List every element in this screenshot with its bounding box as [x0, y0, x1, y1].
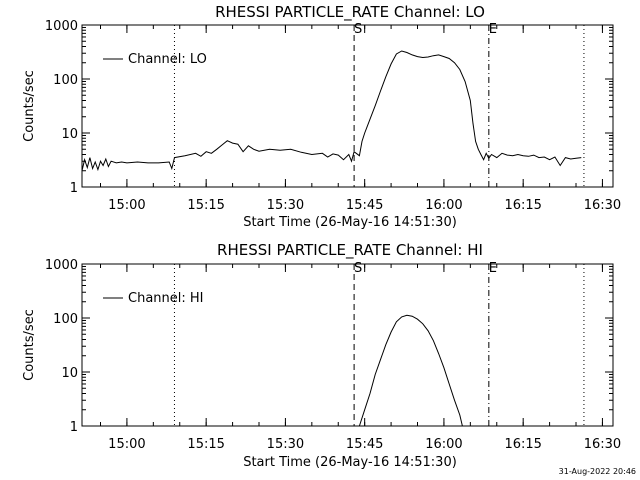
series-line-lo: [81, 50, 582, 172]
plot-frame-lo: [81, 24, 614, 188]
x-tick-label: 16:15: [504, 437, 541, 452]
x-tick-label: 15:00: [108, 437, 145, 452]
event-marker-label: S: [354, 22, 362, 37]
plot-timestamp: 31-Aug-2022 20:46: [559, 467, 636, 476]
y-tick-label: 1000: [45, 19, 78, 34]
plot-frame-hi: [81, 263, 614, 427]
chart-title-hi: RHESSI PARTICLE_RATE Channel: HI: [217, 241, 483, 260]
panel-hi: RHESSI PARTICLE_RATE Channel: HI Start T…: [22, 241, 621, 470]
y-axis-label-lo: Counts/sec: [22, 70, 37, 142]
x-tick-label: 15:15: [187, 198, 224, 213]
axis-ticks-hi: 15:00 15:15 15:30 15:45 16:00 16:15 16:30 1 10 10…: [45, 258, 621, 452]
event-marker-label: E: [489, 22, 497, 37]
x-tick-label: 16:00: [425, 437, 462, 452]
x-tick-label: 16:15: [504, 198, 541, 213]
x-tick-label: 15:15: [187, 437, 224, 452]
x-tick-label: 15:45: [346, 437, 383, 452]
y-tick-label: 100: [53, 73, 78, 88]
x-tick-label: 15:30: [267, 198, 304, 213]
panel-lo: RHESSI PARTICLE_RATE Channel: LO Start T…: [22, 3, 621, 230]
y-tick-label: 1000: [45, 258, 78, 273]
x-tick-label: 16:30: [584, 437, 621, 452]
legend-label-hi: Channel: HI: [128, 291, 204, 306]
x-tick-label: 15:45: [346, 198, 383, 213]
x-axis-label-lo: Start Time (26-May-16 14:51:30): [243, 215, 457, 230]
chart-title-lo: RHESSI PARTICLE_RATE Channel: LO: [215, 3, 485, 22]
axis-ticks-lo: 15:00 15:15 15:30 15:45 16:00 16:15 16:30 1 10 10…: [45, 19, 621, 213]
x-tick-label: 16:00: [425, 198, 462, 213]
y-tick-label: 1: [70, 181, 78, 196]
series-line-hi: [358, 314, 463, 427]
event-marker-label: S: [354, 261, 362, 276]
x-tick-label: 15:30: [267, 437, 304, 452]
x-tick-label: 16:30: [584, 198, 621, 213]
y-axis-label-hi: Counts/sec: [22, 309, 37, 381]
x-axis-label-hi: Start Time (26-May-16 14:51:30): [243, 455, 457, 470]
x-tick-label: 15:00: [108, 198, 145, 213]
y-tick-label: 10: [61, 127, 78, 142]
legend-label-lo: Channel: LO: [128, 52, 207, 67]
y-tick-label: 1: [70, 420, 78, 435]
y-tick-label: 100: [53, 312, 78, 327]
event-marker-label: E: [489, 261, 497, 276]
y-tick-label: 10: [61, 366, 78, 381]
